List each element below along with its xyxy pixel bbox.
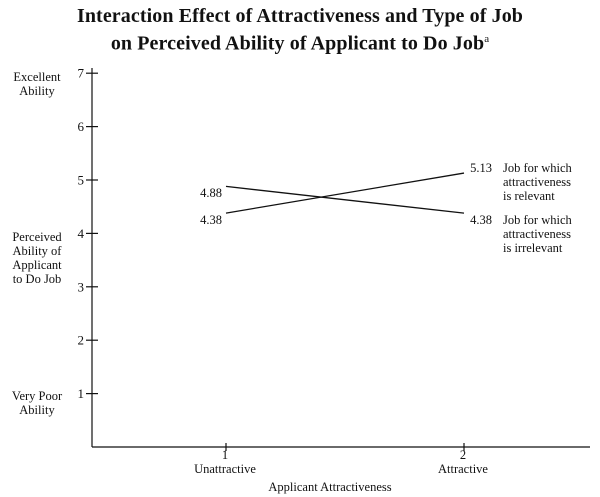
y-bottom-anchor-label: Very Poor Ability	[3, 389, 71, 417]
data-label-relevant-2: 5.13	[470, 161, 492, 175]
y-tick-label: 3	[78, 279, 85, 294]
chart-title-line-2: on Perceived Ability of Applicant to Do …	[0, 28, 600, 55]
title-footnote-mark: a	[484, 33, 490, 45]
x-tick-text: Attractive	[438, 462, 488, 476]
y-top-label-line: Ability	[19, 84, 55, 98]
legend-series-irrelevant: Job for which attractiveness is irreleva…	[503, 213, 598, 255]
x-axis-title: Applicant Attractiveness	[268, 480, 392, 494]
y-tick-label: 6	[78, 119, 85, 134]
data-label-relevant-1: 4.38	[200, 213, 222, 227]
legend-line: is relevant	[503, 189, 555, 203]
legend-line: attractiveness	[503, 227, 572, 241]
series-line-relevant	[225, 172, 465, 214]
x-tick-text: Unattractive	[194, 462, 256, 476]
legend-line: Job for which	[503, 213, 572, 227]
y-axis-label-line: Perceived	[12, 230, 62, 244]
legend-line: attractiveness	[503, 175, 572, 189]
y-tick-label: 2	[78, 333, 85, 348]
y-top-anchor-label: Excellent Ability	[5, 70, 69, 98]
y-tick-label: 1	[78, 386, 85, 401]
y-axis-label: Perceived Ability of Applicant to Do Job	[3, 230, 71, 286]
x-tick-number: 2	[459, 448, 467, 462]
y-tick-label: 4	[78, 226, 85, 241]
y-bottom-label-line: Ability	[19, 403, 55, 417]
y-bottom-label-line: Very Poor	[11, 389, 63, 403]
y-tick-label: 5	[78, 173, 85, 188]
x-tick-label-2: 2 Attractive	[413, 448, 513, 476]
x-ticks	[225, 443, 465, 451]
legend-line: Job for which	[503, 161, 572, 175]
data-label-irrelevant-2: 4.38	[470, 213, 492, 227]
data-label-irrelevant-1: 4.88	[200, 186, 222, 200]
x-tick-number: 1	[221, 448, 229, 462]
y-tick-label: 7	[78, 66, 85, 81]
y-ticks: 1 2 3 4 5 6 7	[78, 66, 98, 401]
x-tick-label-1: 1 Unattractive	[175, 448, 275, 476]
legend-line: is irrelevant	[503, 241, 563, 255]
y-axis-label-line: Applicant	[12, 258, 62, 272]
series-lines	[225, 172, 465, 214]
chart-title-line-1: Interaction Effect of Attractiveness and…	[76, 5, 524, 27]
series-line-irrelevant	[225, 185, 465, 214]
legend-series-relevant: Job for which attractiveness is relevant	[503, 161, 598, 203]
y-axis-label-line: Ability of	[12, 244, 62, 258]
y-top-label-line: Excellent	[13, 70, 61, 84]
y-axis-label-line: to Do Job	[12, 272, 62, 286]
title-text: on Perceived Ability of Applicant to Do …	[110, 32, 485, 55]
